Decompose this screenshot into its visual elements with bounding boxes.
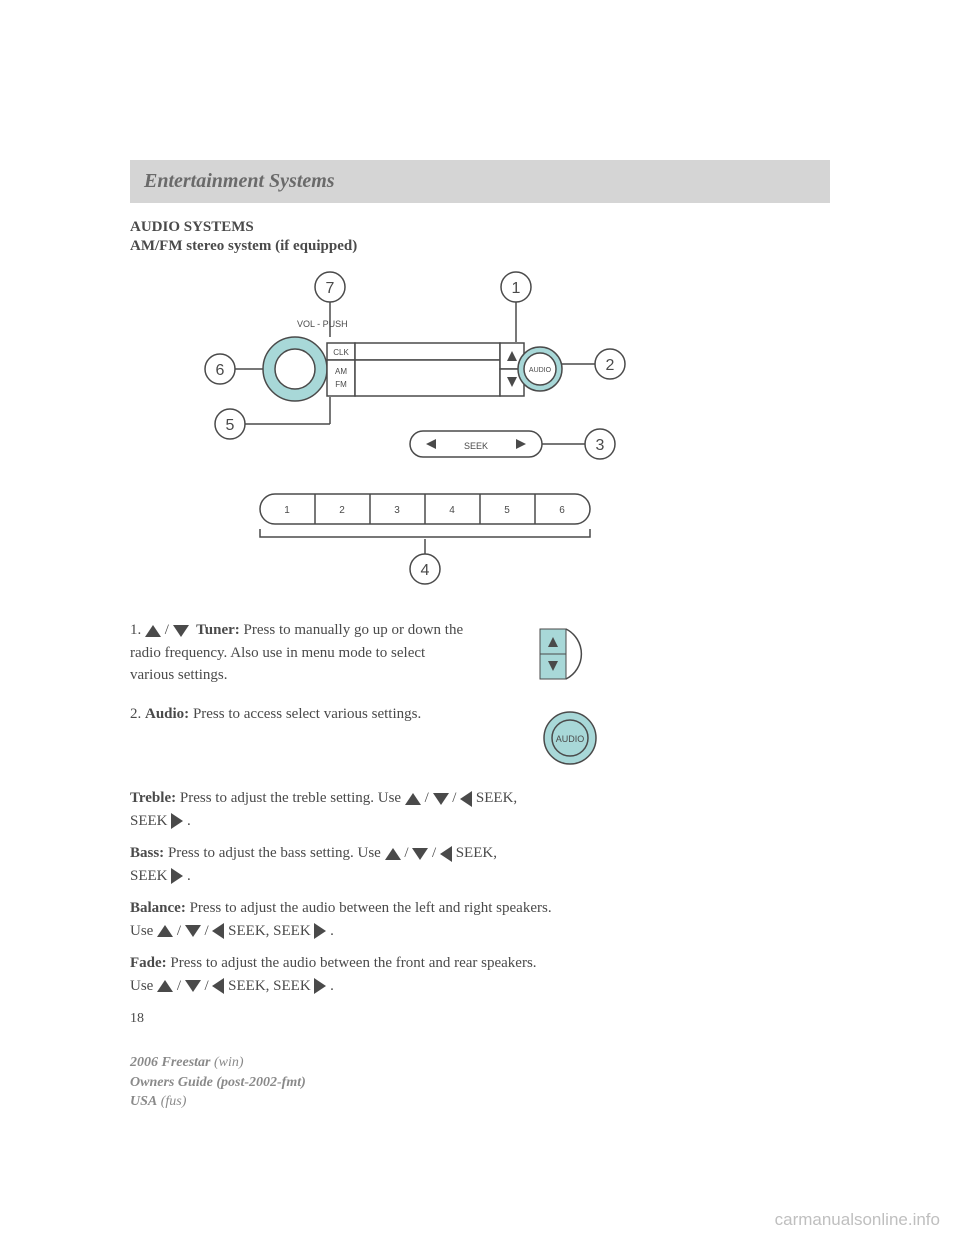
down-icon xyxy=(185,925,201,937)
section-header: Entertainment Systems xyxy=(130,160,830,203)
right-icon xyxy=(171,813,183,829)
seek-label: SEEK xyxy=(464,441,488,451)
up-icon xyxy=(405,793,421,805)
right-icon xyxy=(171,868,183,884)
left-icon xyxy=(460,791,472,807)
up-icon xyxy=(385,848,401,860)
audio-knob-label: AUDIO xyxy=(529,367,552,374)
preset-5: 5 xyxy=(504,505,510,516)
treble-text: Treble: Press to adjust the treble setti… xyxy=(130,787,830,832)
callout-1: 1 xyxy=(512,280,521,297)
callout-3: 3 xyxy=(596,437,605,454)
bass-text: Bass: Press to adjust the bass setting. … xyxy=(130,842,830,887)
up-icon xyxy=(157,980,173,992)
page-number: 18 xyxy=(130,1011,830,1027)
callout-5: 5 xyxy=(226,417,235,434)
callout-2: 2 xyxy=(606,357,615,374)
left-icon xyxy=(212,978,224,994)
up-icon xyxy=(157,925,173,937)
section-header-title: Entertainment Systems xyxy=(144,170,335,192)
callout-6: 6 xyxy=(216,362,225,379)
footer: 2006 Freestar (win) Owners Guide (post-2… xyxy=(130,1053,306,1112)
down-icon xyxy=(185,980,201,992)
item-2-text: 2. Audio: Press to access select various… xyxy=(130,703,470,726)
right-icon xyxy=(314,978,326,994)
am-label: AM xyxy=(335,367,347,376)
clk-label: CLK xyxy=(333,348,349,357)
audio-illustration: AUDIO xyxy=(530,703,610,773)
tuner-illustration xyxy=(530,619,610,689)
audio-systems-title: AUDIO SYSTEMS xyxy=(130,219,830,236)
left-icon xyxy=(212,923,224,939)
callout-4: 4 xyxy=(421,562,430,579)
preset-4: 4 xyxy=(449,505,455,516)
vol-push-label: VOL - PUSH xyxy=(297,319,348,329)
right-icon xyxy=(314,923,326,939)
amfm-subtitle: AM/FM stereo system (if equipped) xyxy=(130,238,830,255)
down-icon xyxy=(433,793,449,805)
preset-2: 2 xyxy=(339,505,345,516)
preset-3: 3 xyxy=(394,505,400,516)
svg-text:AUDIO: AUDIO xyxy=(556,734,585,744)
preset-1: 1 xyxy=(284,505,290,516)
watermark: carmanualsonline.info xyxy=(775,1210,940,1230)
fade-text: Fade: Press to adjust the audio between … xyxy=(130,952,830,997)
down-icon xyxy=(173,625,189,637)
down-icon xyxy=(412,848,428,860)
callout-7: 7 xyxy=(326,280,335,297)
up-icon xyxy=(145,625,161,637)
balance-text: Balance: Press to adjust the audio betwe… xyxy=(130,897,830,942)
preset-6: 6 xyxy=(559,505,565,516)
left-icon xyxy=(440,846,452,862)
item-1-text: 1. / Tuner: Press to manually go up or d… xyxy=(130,619,470,687)
radio-diagram: 7 1 6 2 5 3 4 xyxy=(200,269,660,599)
fm-label: FM xyxy=(335,380,347,389)
